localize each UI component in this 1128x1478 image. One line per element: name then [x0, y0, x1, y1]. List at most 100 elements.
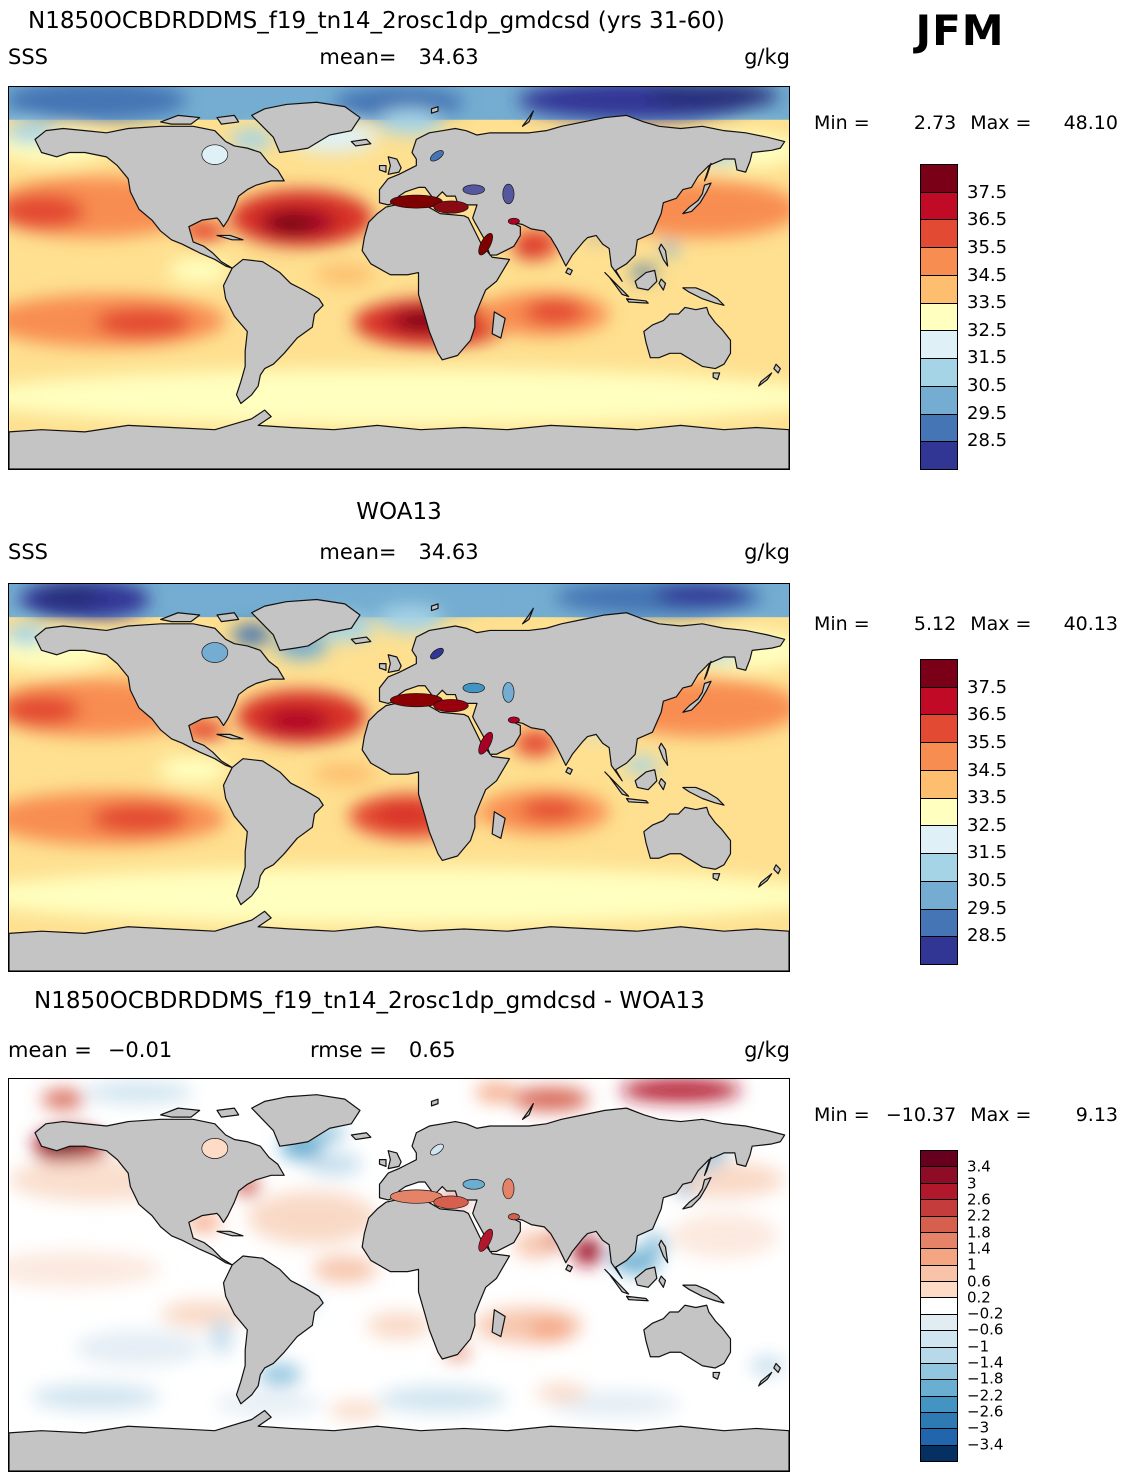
mean-label: mean = [8, 1038, 92, 1062]
mean-value: 34.63 [418, 45, 479, 69]
min-value: 5.12 [913, 613, 957, 635]
colorbar-segment [921, 1362, 957, 1380]
colorbar-tick-label: −0.6 [967, 1320, 1004, 1339]
panel3-mean-stat: mean = −0.01 [8, 1038, 172, 1062]
mean-value: −0.01 [107, 1038, 173, 1062]
colorbar-segment [921, 1428, 957, 1445]
map-panel-difference [8, 1078, 790, 1472]
colorbar-salinity-woa13: 37.5 36.5 35.5 34.5 33.5 32.5 31.5 30.5 29.5 28.5 [920, 659, 1007, 965]
colorbar-tick-label: −3.4 [967, 1435, 1004, 1454]
colorbar-segment [921, 1264, 957, 1281]
max-value: 9.13 [1075, 1104, 1118, 1126]
colorbar-segment [921, 908, 957, 937]
panel1-title: N1850OCBDRDDMS_f19_tn14_2rosc1dp_gmdcsd … [28, 8, 725, 34]
map-panel-model [8, 86, 790, 470]
colorbar-tick-label: 0.6 [967, 1272, 991, 1291]
colorbar-segment [921, 825, 957, 854]
inland-seas [201, 1138, 520, 1252]
max-value: 48.10 [1063, 112, 1118, 134]
colorbar-tick-label: 31.5 [967, 347, 1008, 369]
colorbar-segment [921, 686, 957, 715]
colorbar-tick-label: 33.5 [967, 292, 1008, 314]
panel2-units-label: g/kg [744, 540, 790, 564]
colorbar-segment [921, 1330, 957, 1347]
colorbar-segment [921, 742, 957, 770]
season-label: JFM [915, 6, 1005, 55]
panel1-mean-stat: mean= 34.63 [319, 45, 478, 69]
mean-label: mean= [319, 540, 397, 564]
colorbar-segment [921, 247, 957, 275]
colorbar-tick-label: −1.4 [967, 1353, 1004, 1372]
panel2-title: WOA13 [356, 499, 442, 525]
colorbar-tick-label: 34.5 [967, 264, 1008, 286]
panel3-title: N1850OCBDRDDMS_f19_tn14_2rosc1dp_gmdcsd … [34, 988, 705, 1014]
colorbar-tick-label: 29.5 [967, 897, 1008, 919]
max-value: 40.13 [1063, 613, 1118, 635]
colorbar-segment [921, 219, 957, 248]
colorbar-tick-label: 3 [967, 1174, 977, 1193]
colorbar-salinity-model: 37.5 36.5 35.5 34.5 33.5 32.5 31.5 30.5 29.5 28.5 [920, 164, 1007, 470]
colorbar-segment [921, 330, 957, 359]
colorbar-tick-label: 3.4 [967, 1157, 991, 1176]
colorbar-segment [921, 1231, 957, 1249]
colorbar-segment [921, 1346, 957, 1363]
world-map-woa13 [9, 584, 789, 971]
colorbar-segment [921, 1395, 957, 1412]
colorbar-tick-label: −2.6 [967, 1402, 1004, 1421]
panel1-minmax: Min = 2.73 Max = 48.10 [814, 112, 1118, 134]
world-map-model [9, 87, 789, 469]
panel3-minmax: Min = −10.37 Max = 9.13 [814, 1104, 1118, 1126]
colorbar-segment [921, 1166, 957, 1183]
min-value: −10.37 [885, 1104, 957, 1126]
colorbar-tick-label: 37.5 [967, 181, 1008, 203]
colorbar-tick-label: 36.5 [967, 704, 1008, 726]
colorbar-segment [921, 797, 957, 826]
panel3-stats-row: mean = −0.01 rmse = 0.65 g/kg [8, 1038, 790, 1064]
inland-seas [201, 144, 520, 256]
colorbar-tick-label: −3 [967, 1418, 990, 1437]
panel3-units-label: g/kg [744, 1038, 790, 1062]
colorbar-tick-label: 35.5 [967, 236, 1008, 258]
colorbar-tick-label: 30.5 [967, 870, 1008, 892]
colorbar-segment [921, 1379, 957, 1396]
world-map-difference [9, 1079, 789, 1471]
colorbar-segment [921, 714, 957, 743]
colorbar-segment [921, 880, 957, 909]
colorbar-tick-label: 34.5 [967, 759, 1008, 781]
min-label: Min = [814, 112, 870, 134]
panel2-variable-label: SSS [8, 540, 48, 564]
colorbar-tick-label: 33.5 [967, 787, 1008, 809]
colorbar-tick-label: 28.5 [967, 430, 1008, 452]
max-label: Max = [970, 1104, 1032, 1126]
rmse-value: 0.65 [408, 1038, 456, 1062]
max-label: Max = [970, 112, 1032, 134]
colorbar-segment [921, 853, 957, 881]
colorbar-segment [921, 1151, 957, 1167]
colorbar-tick-label: 1.4 [967, 1239, 991, 1258]
colorbar-tick-label: 31.5 [967, 842, 1008, 864]
panel2-minmax: Min = 5.12 Max = 40.13 [814, 613, 1118, 635]
colorbar-tick-label: 37.5 [967, 676, 1008, 698]
rmse-label: rmse = [310, 1038, 387, 1062]
colorbar-tick-label: 1.8 [967, 1223, 991, 1242]
min-value: 2.73 [913, 112, 957, 134]
mean-value: 34.63 [418, 540, 479, 564]
colorbar-segment [921, 1199, 957, 1216]
min-label: Min = [814, 1104, 870, 1126]
colorbar-segment [921, 1182, 957, 1200]
max-label: Max = [970, 613, 1032, 635]
colorbar-segment [921, 660, 957, 687]
inland-seas [201, 642, 520, 755]
mean-label: mean= [319, 45, 397, 69]
colorbar-difference: 3.4 3 2.6 2.2 1.8 1.4 1 0.6 0.2 −0.2 −0.6 −1 −1.4 −1.… [920, 1150, 1003, 1462]
colorbar-tick-label: −1.8 [967, 1369, 1004, 1388]
colorbar-tick-label: 30.5 [967, 375, 1008, 397]
panel1-variable-label: SSS [8, 45, 48, 69]
panel3-rmse-stat: rmse = 0.65 [310, 1038, 456, 1062]
colorbar-segment [921, 358, 957, 386]
colorbar-segment [921, 1215, 957, 1232]
colorbar-tick-label: 2.2 [967, 1206, 991, 1225]
colorbar-segment [921, 936, 957, 965]
colorbar-segment [921, 1297, 957, 1314]
